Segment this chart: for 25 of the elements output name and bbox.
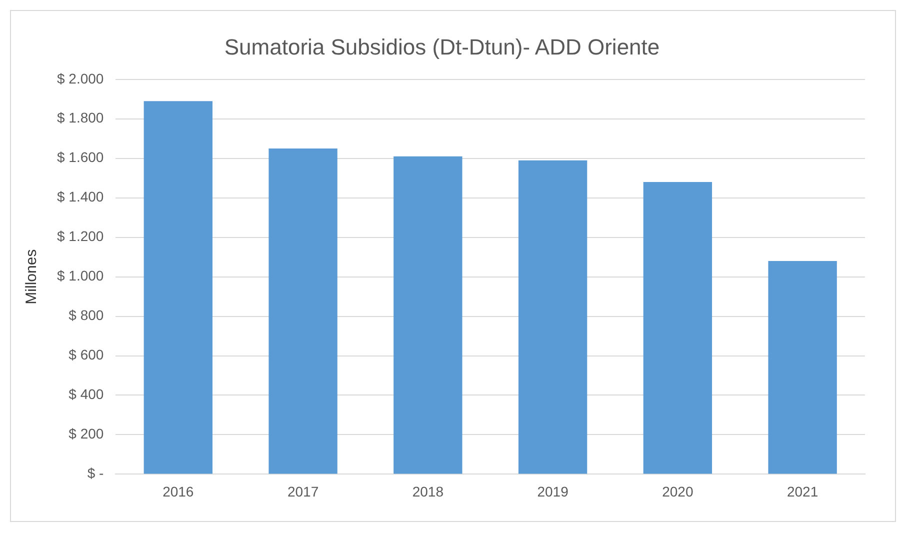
x-tick-label: 2016 [162, 483, 194, 500]
bar [144, 101, 212, 474]
bar [643, 182, 712, 474]
chart-title: Sumatoria Subsidios (Dt-Dtun)- ADD Oriente [224, 34, 660, 60]
y-tick-label: $ 800 [68, 307, 104, 324]
y-tick-label: $ 1.400 [56, 188, 104, 205]
bar [394, 156, 462, 474]
y-tick-label: $ 1.200 [56, 228, 104, 244]
y-tick-label: $ 1.600 [56, 149, 104, 166]
y-tick-label: $ 600 [68, 346, 104, 363]
y-tick-label: $ 200 [68, 426, 104, 442]
y-tick-label: $ 1.000 [56, 268, 104, 284]
y-tick-label: $ 1.800 [56, 110, 104, 126]
x-tick-label: 2018 [412, 483, 444, 500]
bar [768, 261, 837, 474]
y-tick-label: $ - [87, 465, 104, 482]
y-tick-label: $ 400 [68, 386, 104, 402]
bar [518, 160, 588, 474]
x-tick-label: 2021 [786, 483, 818, 500]
x-tick-label: 2019 [537, 483, 569, 500]
y-axis-title: Millones [23, 249, 40, 304]
y-tick-label: $ 2.000 [56, 70, 104, 86]
x-tick-label: 2020 [662, 483, 694, 500]
x-tick-label: 2017 [287, 483, 319, 500]
bar [268, 148, 338, 474]
